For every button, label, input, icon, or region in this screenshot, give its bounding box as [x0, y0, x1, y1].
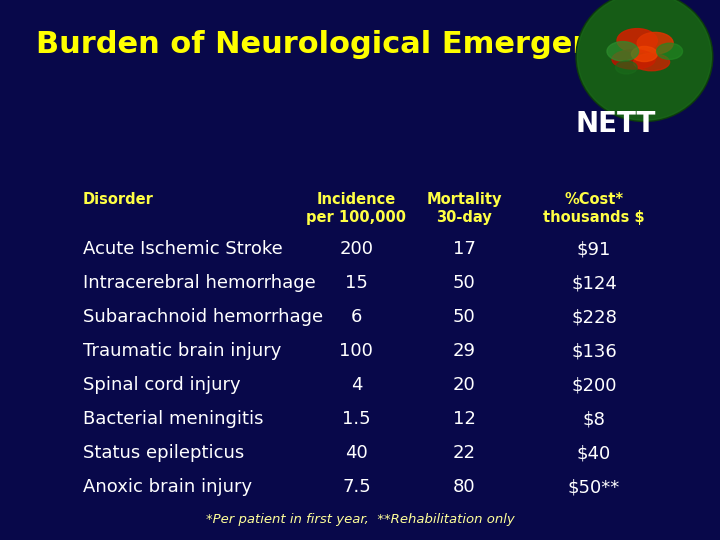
Text: $91: $91 — [577, 240, 611, 258]
Text: Subarachnoid hemorrhage: Subarachnoid hemorrhage — [83, 308, 323, 326]
Text: Bacterial meningitis: Bacterial meningitis — [83, 410, 264, 428]
Text: $124: $124 — [571, 274, 617, 292]
Ellipse shape — [631, 46, 657, 62]
Text: $136: $136 — [571, 342, 617, 360]
Text: $8: $8 — [582, 410, 606, 428]
Text: 7.5: 7.5 — [342, 478, 371, 496]
Ellipse shape — [577, 0, 711, 120]
Text: Burden of Neurological Emergencies: Burden of Neurological Emergencies — [36, 30, 662, 59]
Text: NETT: NETT — [575, 110, 656, 138]
Text: 15: 15 — [345, 274, 368, 292]
Text: 6: 6 — [351, 308, 362, 326]
Text: 29: 29 — [453, 342, 476, 360]
Text: Intracerebral hemorrhage: Intracerebral hemorrhage — [83, 274, 315, 292]
Text: 20: 20 — [453, 376, 476, 394]
Text: Disorder: Disorder — [83, 192, 153, 207]
Ellipse shape — [634, 53, 670, 71]
Text: 1.5: 1.5 — [342, 410, 371, 428]
Text: %Cost*
thousands $: %Cost* thousands $ — [543, 192, 645, 225]
Text: 80: 80 — [453, 478, 476, 496]
Text: $50**: $50** — [568, 478, 620, 496]
Text: 50: 50 — [453, 274, 476, 292]
Text: $228: $228 — [571, 308, 617, 326]
Text: 12: 12 — [453, 410, 476, 428]
Text: $200: $200 — [571, 376, 617, 394]
Text: 50: 50 — [453, 308, 476, 326]
Text: Acute Ischemic Stroke: Acute Ischemic Stroke — [83, 240, 282, 258]
Text: Spinal cord injury: Spinal cord injury — [83, 376, 240, 394]
Ellipse shape — [617, 29, 657, 52]
Ellipse shape — [576, 0, 713, 122]
Text: 200: 200 — [339, 240, 374, 258]
Text: Incidence
per 100,000: Incidence per 100,000 — [307, 192, 406, 225]
Text: Mortality
30-day: Mortality 30-day — [427, 192, 502, 225]
Text: *Per patient in first year,  **Rehabilitation only: *Per patient in first year, **Rehabilita… — [206, 514, 514, 526]
Text: Traumatic brain injury: Traumatic brain injury — [83, 342, 282, 360]
Ellipse shape — [612, 50, 655, 69]
Text: 17: 17 — [453, 240, 476, 258]
Text: Anoxic brain injury: Anoxic brain injury — [83, 478, 252, 496]
Ellipse shape — [637, 32, 673, 54]
Text: 40: 40 — [345, 444, 368, 462]
Text: 100: 100 — [339, 342, 374, 360]
Text: 22: 22 — [453, 444, 476, 462]
Text: $40: $40 — [577, 444, 611, 462]
Ellipse shape — [607, 42, 639, 61]
Ellipse shape — [616, 61, 637, 74]
Text: 4: 4 — [351, 376, 362, 394]
Ellipse shape — [657, 43, 683, 59]
Text: Status epilepticus: Status epilepticus — [83, 444, 244, 462]
